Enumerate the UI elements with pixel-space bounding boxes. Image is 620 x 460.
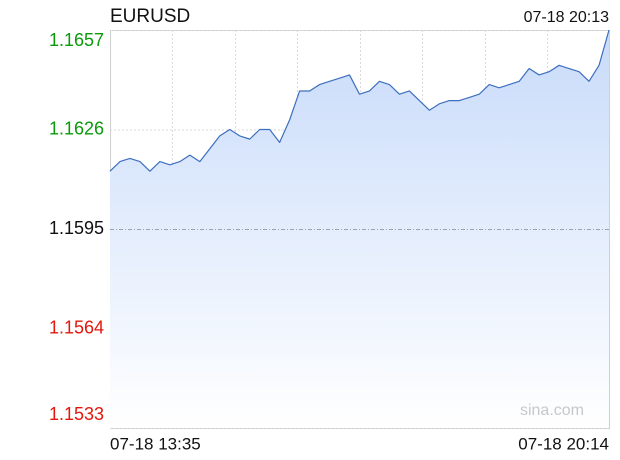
y-tick-label: 1.1564 (49, 317, 104, 337)
watermark: sina.com (520, 402, 584, 419)
timestamp: 07-18 20:13 (524, 9, 610, 26)
y-tick-label: 1.1533 (49, 404, 104, 424)
x-tick-label: 07-18 20:14 (518, 434, 609, 453)
chart-title: EURUSD (110, 6, 190, 27)
x-tick-label: 07-18 13:35 (110, 434, 201, 453)
y-tick-label: 1.1657 (49, 30, 104, 50)
y-tick-label: 1.1626 (49, 118, 104, 138)
y-tick-label: 1.1595 (49, 218, 104, 238)
price-line (109, 29, 610, 172)
